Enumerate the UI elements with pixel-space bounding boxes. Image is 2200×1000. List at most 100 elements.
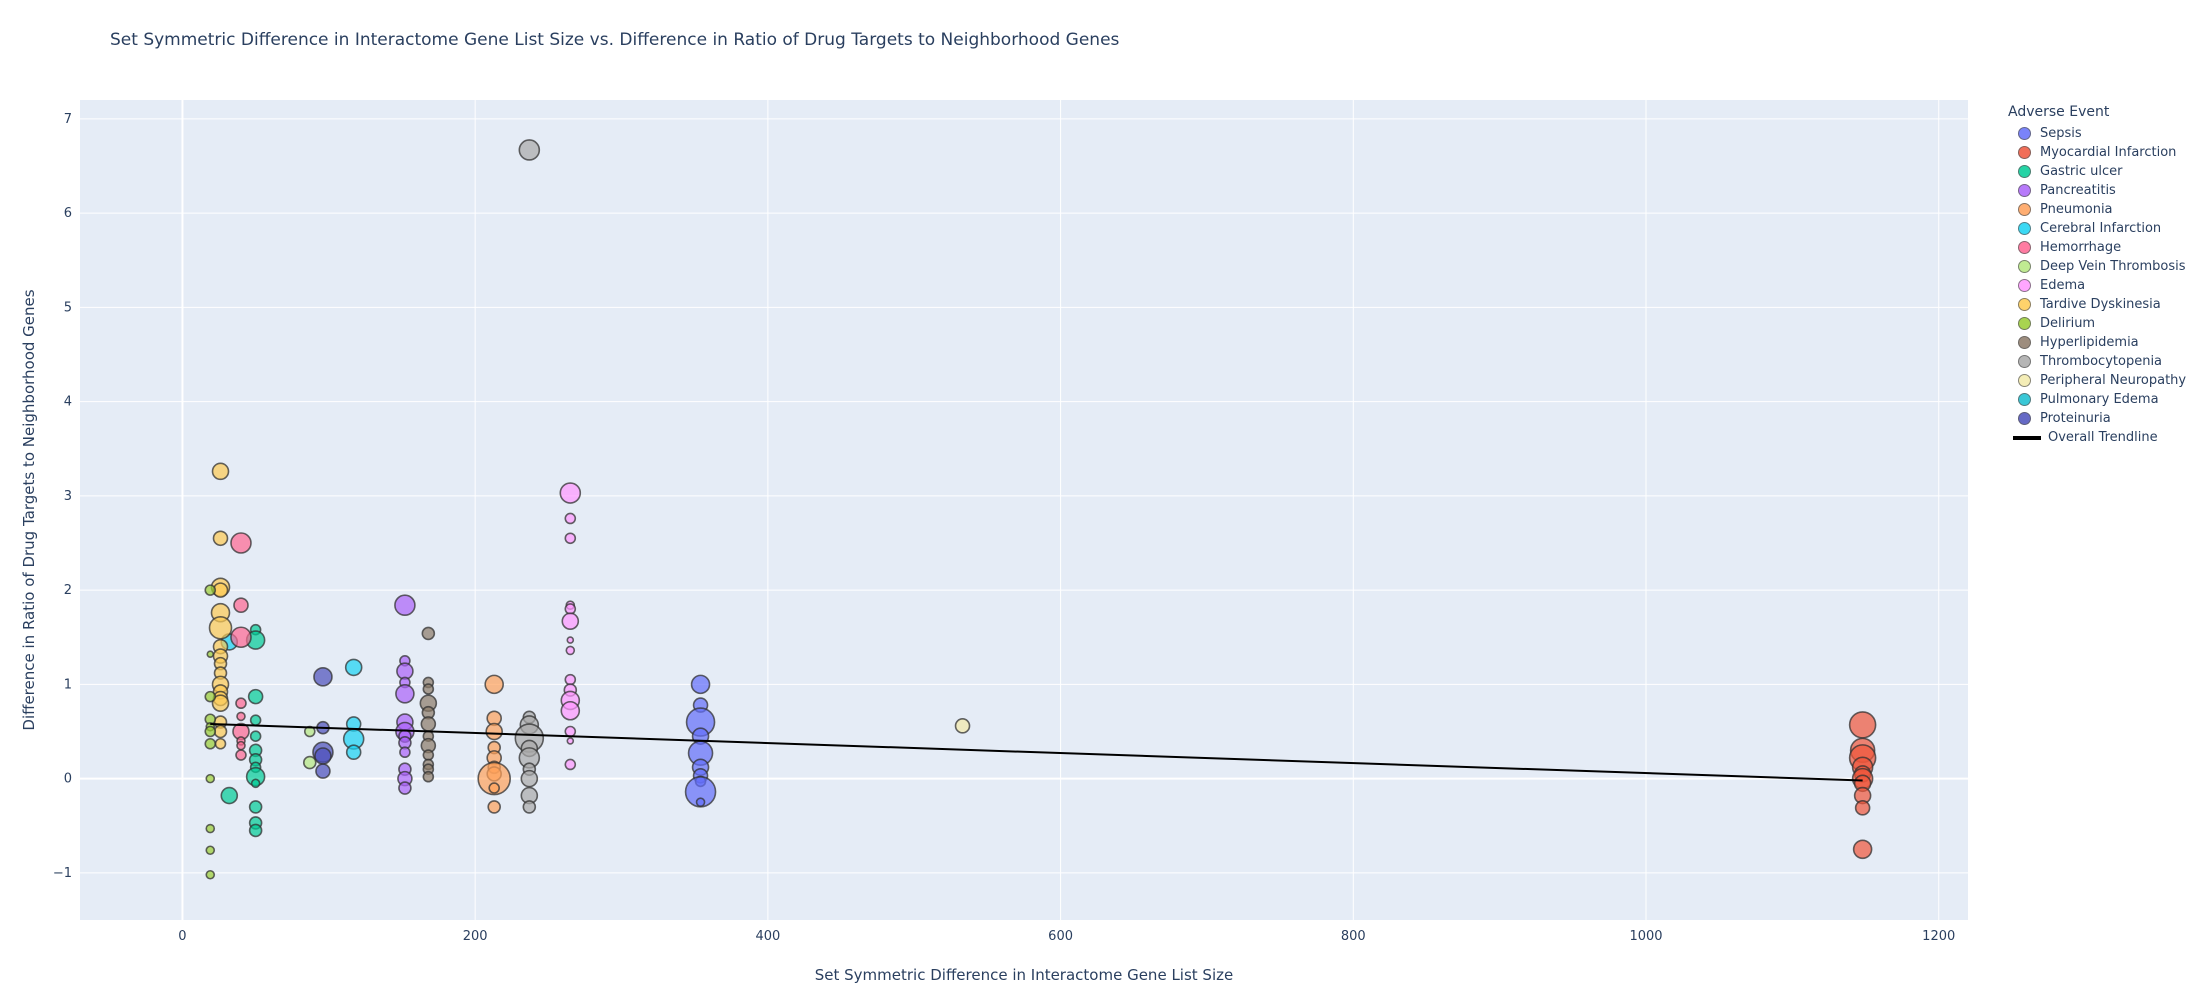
- point-pancreatitis: [398, 781, 412, 795]
- x-tick-label: 600: [1048, 929, 1073, 944]
- legend-label: Proteinuria: [2040, 411, 2111, 426]
- legend-item-delirium[interactable]: Delirium: [2008, 314, 2186, 333]
- legend-label: Overall Trendline: [2048, 430, 2158, 445]
- point-delirium: [204, 737, 217, 750]
- legend-label: Hemorrhage: [2040, 240, 2122, 255]
- point-edema: [565, 645, 576, 656]
- point-delirium: [204, 584, 217, 596]
- point-pancreatitis: [395, 683, 415, 704]
- legend-item-overall-trendline[interactable]: Overall Trendline: [2008, 428, 2186, 447]
- legend-marker-swatch: [2018, 222, 2031, 235]
- plot-area: [80, 100, 1968, 920]
- axis-ticks: 0 200 400 600 800 1000 1200 −1 0 1 2 3 4 5 6 7: [53, 112, 1955, 944]
- legend-item-proteinuria[interactable]: Proteinuria: [2008, 409, 2186, 428]
- point-edema: [564, 512, 577, 525]
- legend-title: Adverse Event: [2008, 104, 2110, 120]
- point-hyperlipidemia: [421, 626, 436, 641]
- point-hemorrhage: [235, 749, 247, 761]
- point-delirium: [206, 650, 215, 659]
- point-edema: [564, 532, 577, 545]
- x-axis-title: Set Symmetric Difference in Interactome …: [815, 966, 1233, 984]
- y-tick-label: −1: [53, 866, 72, 881]
- x-tick-label: 0: [178, 929, 186, 944]
- x-tick-label: 1200: [1922, 929, 1955, 944]
- point-gastric-ulcer: [249, 730, 262, 743]
- point-tardive-dyskinesia: [213, 724, 228, 739]
- legend-item-thrombocytopenia[interactable]: Thrombocytopenia: [2008, 352, 2186, 371]
- y-tick-label: 2: [64, 583, 72, 598]
- point-edema: [560, 700, 581, 721]
- legend-item-hyperlipidemia[interactable]: Hyperlipidemia: [2008, 333, 2186, 352]
- legend-item-edema[interactable]: Edema: [2008, 276, 2186, 295]
- point-pancreatitis: [399, 746, 411, 759]
- grid: [80, 100, 1968, 920]
- legend-item-myocardial-infarction[interactable]: Myocardial Infarction: [2008, 143, 2186, 162]
- legend-label: Tardive Dyskinesia: [2040, 297, 2161, 312]
- legend-marker-swatch: [2018, 374, 2031, 387]
- point-proteinuria: [313, 667, 333, 687]
- legend-item-sepsis[interactable]: Sepsis: [2008, 124, 2186, 143]
- point-pneumonia: [487, 800, 501, 814]
- point-thrombocytopenia: [518, 139, 541, 161]
- point-delirium: [204, 690, 217, 703]
- point-hemorrhage: [235, 697, 247, 710]
- point-pneumonia: [484, 674, 504, 695]
- point-gastric-ulcer: [247, 688, 264, 705]
- point-myocardial-infarction: [1848, 711, 1877, 739]
- point-hemorrhage: [230, 532, 252, 554]
- legend-item-gastric-ulcer[interactable]: Gastric ulcer: [2008, 162, 2186, 181]
- legend-item-deep-vein-thrombosis[interactable]: Deep Vein Thrombosis: [2008, 257, 2186, 276]
- point-gastric-ulcer: [248, 823, 263, 838]
- legend-item-pneumonia[interactable]: Pneumonia: [2008, 200, 2186, 219]
- x-tick-label: 400: [755, 929, 780, 944]
- trendline: [210, 722, 1863, 782]
- point-myocardial-infarction: [1852, 839, 1873, 860]
- point-pneumonia: [477, 761, 511, 796]
- point-hemorrhage: [233, 597, 249, 613]
- legend-label: Pancreatitis: [2040, 183, 2116, 198]
- point-gastric-ulcer: [249, 714, 262, 726]
- point-gastric-ulcer: [248, 800, 263, 814]
- point-pneumonia: [485, 722, 503, 741]
- point-pancreatitis: [394, 594, 416, 616]
- legend-marker-swatch: [2018, 241, 2031, 254]
- point-edema: [566, 737, 575, 745]
- point-tardive-dyskinesia: [211, 462, 230, 481]
- legend-item-hemorrhage[interactable]: Hemorrhage: [2008, 238, 2186, 257]
- legend-marker-swatch: [2018, 165, 2031, 178]
- y-tick-label: 1: [64, 677, 72, 692]
- point-tardive-dyskinesia: [212, 530, 229, 547]
- point-edema: [559, 482, 582, 504]
- point-tardive-dyskinesia: [211, 694, 230, 713]
- legend-item-pulmonary-edema[interactable]: Pulmonary Edema: [2008, 390, 2186, 409]
- x-tick-label: 800: [1341, 929, 1366, 944]
- legend-item-cerebral-infarction[interactable]: Cerebral Infarction: [2008, 219, 2186, 238]
- legend-marker-swatch: [2018, 393, 2031, 406]
- point-sepsis: [690, 674, 711, 695]
- legend-item-tardive-dyskinesia[interactable]: Tardive Dyskinesia: [2008, 295, 2186, 314]
- legend-label: Gastric ulcer: [2040, 164, 2123, 179]
- legend-marker-swatch: [2018, 355, 2031, 368]
- legend-item-peripheral-neuropathy[interactable]: Peripheral Neuropathy: [2008, 371, 2186, 390]
- point-edema: [564, 673, 577, 686]
- y-tick-label: 4: [64, 395, 72, 410]
- point-delirium: [204, 725, 217, 738]
- point-peripheral-neuropathy: [954, 718, 971, 734]
- legend-label: Peripheral Neuropathy: [2040, 373, 2187, 388]
- x-tick-label: 1000: [1629, 929, 1662, 944]
- legend-marker-swatch: [2018, 146, 2031, 159]
- legend-items: Sepsis Myocardial Infarction Gastric ulcer…: [2008, 124, 2186, 447]
- legend: Adverse Event Sepsis Myocardial Infarctio…: [2008, 104, 2186, 447]
- point-deep-vein-thrombosis: [302, 755, 317, 770]
- point-edema: [561, 612, 580, 631]
- legend-marker-swatch: [2018, 279, 2031, 292]
- legend-line-swatch: [2013, 435, 2041, 440]
- x-tick-label: 200: [463, 929, 488, 944]
- legend-marker-swatch: [2018, 184, 2031, 197]
- point-edema: [566, 636, 575, 644]
- point-myocardial-infarction: [1854, 800, 1871, 816]
- legend-label: Edema: [2040, 278, 2086, 293]
- legend-item-pancreatitis[interactable]: Pancreatitis: [2008, 181, 2186, 200]
- point-tardive-dyskinesia: [208, 616, 233, 640]
- legend-label: Deep Vein Thrombosis: [2040, 259, 2186, 274]
